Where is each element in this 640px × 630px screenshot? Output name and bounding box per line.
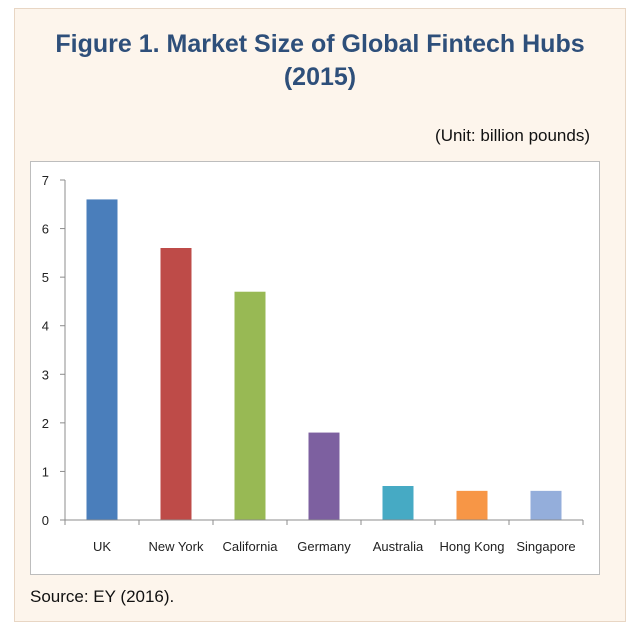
y-tick-label: 6 [42,222,49,237]
bar-california [234,291,266,520]
bar-singapore [530,490,562,520]
x-tick-label: New York [149,539,204,554]
bar-new-york [160,248,192,520]
x-tick-label: UK [93,539,111,554]
x-tick-label: Hong Kong [439,539,504,554]
x-tick-label: Australia [373,539,424,554]
unit-label: (Unit: billion pounds) [435,126,590,145]
bar-hong-kong [456,490,488,520]
y-tick-label: 1 [42,464,49,479]
x-tick-label: Singapore [516,539,575,554]
bar-uk [86,199,118,520]
bar-chart: 0 1 2 3 4 5 6 7 UK New York California Germany Aust… [42,173,584,554]
y-tick-label: 0 [42,513,49,528]
y-tick-label: 2 [42,416,49,431]
x-tick-label: Germany [297,539,351,554]
bars [86,199,562,520]
y-tick-label: 5 [42,270,49,285]
y-tick-label: 3 [42,367,49,382]
y-tick-label: 4 [42,319,49,334]
bar-germany [308,432,340,520]
chart-title-line-2: (2015) [283,63,357,91]
y-tick-label: 7 [42,173,49,188]
y-axis-ticks: 0 1 2 3 4 5 6 7 [42,173,65,528]
x-tick-label: California [223,539,279,554]
source-note: Source: EY (2016). [30,587,175,606]
chart-title-line-1: Figure 1. Market Size of Global Fintech … [55,30,585,58]
x-axis-ticks: UK New York California Germany Australia Hong… [64,520,584,554]
chart-title: Figure 1. Market Size of Global Fintech … [14,28,626,94]
bar-australia [382,486,414,520]
chart-area: 0 1 2 3 4 5 6 7 UK New York California Germany Aust… [30,161,600,575]
